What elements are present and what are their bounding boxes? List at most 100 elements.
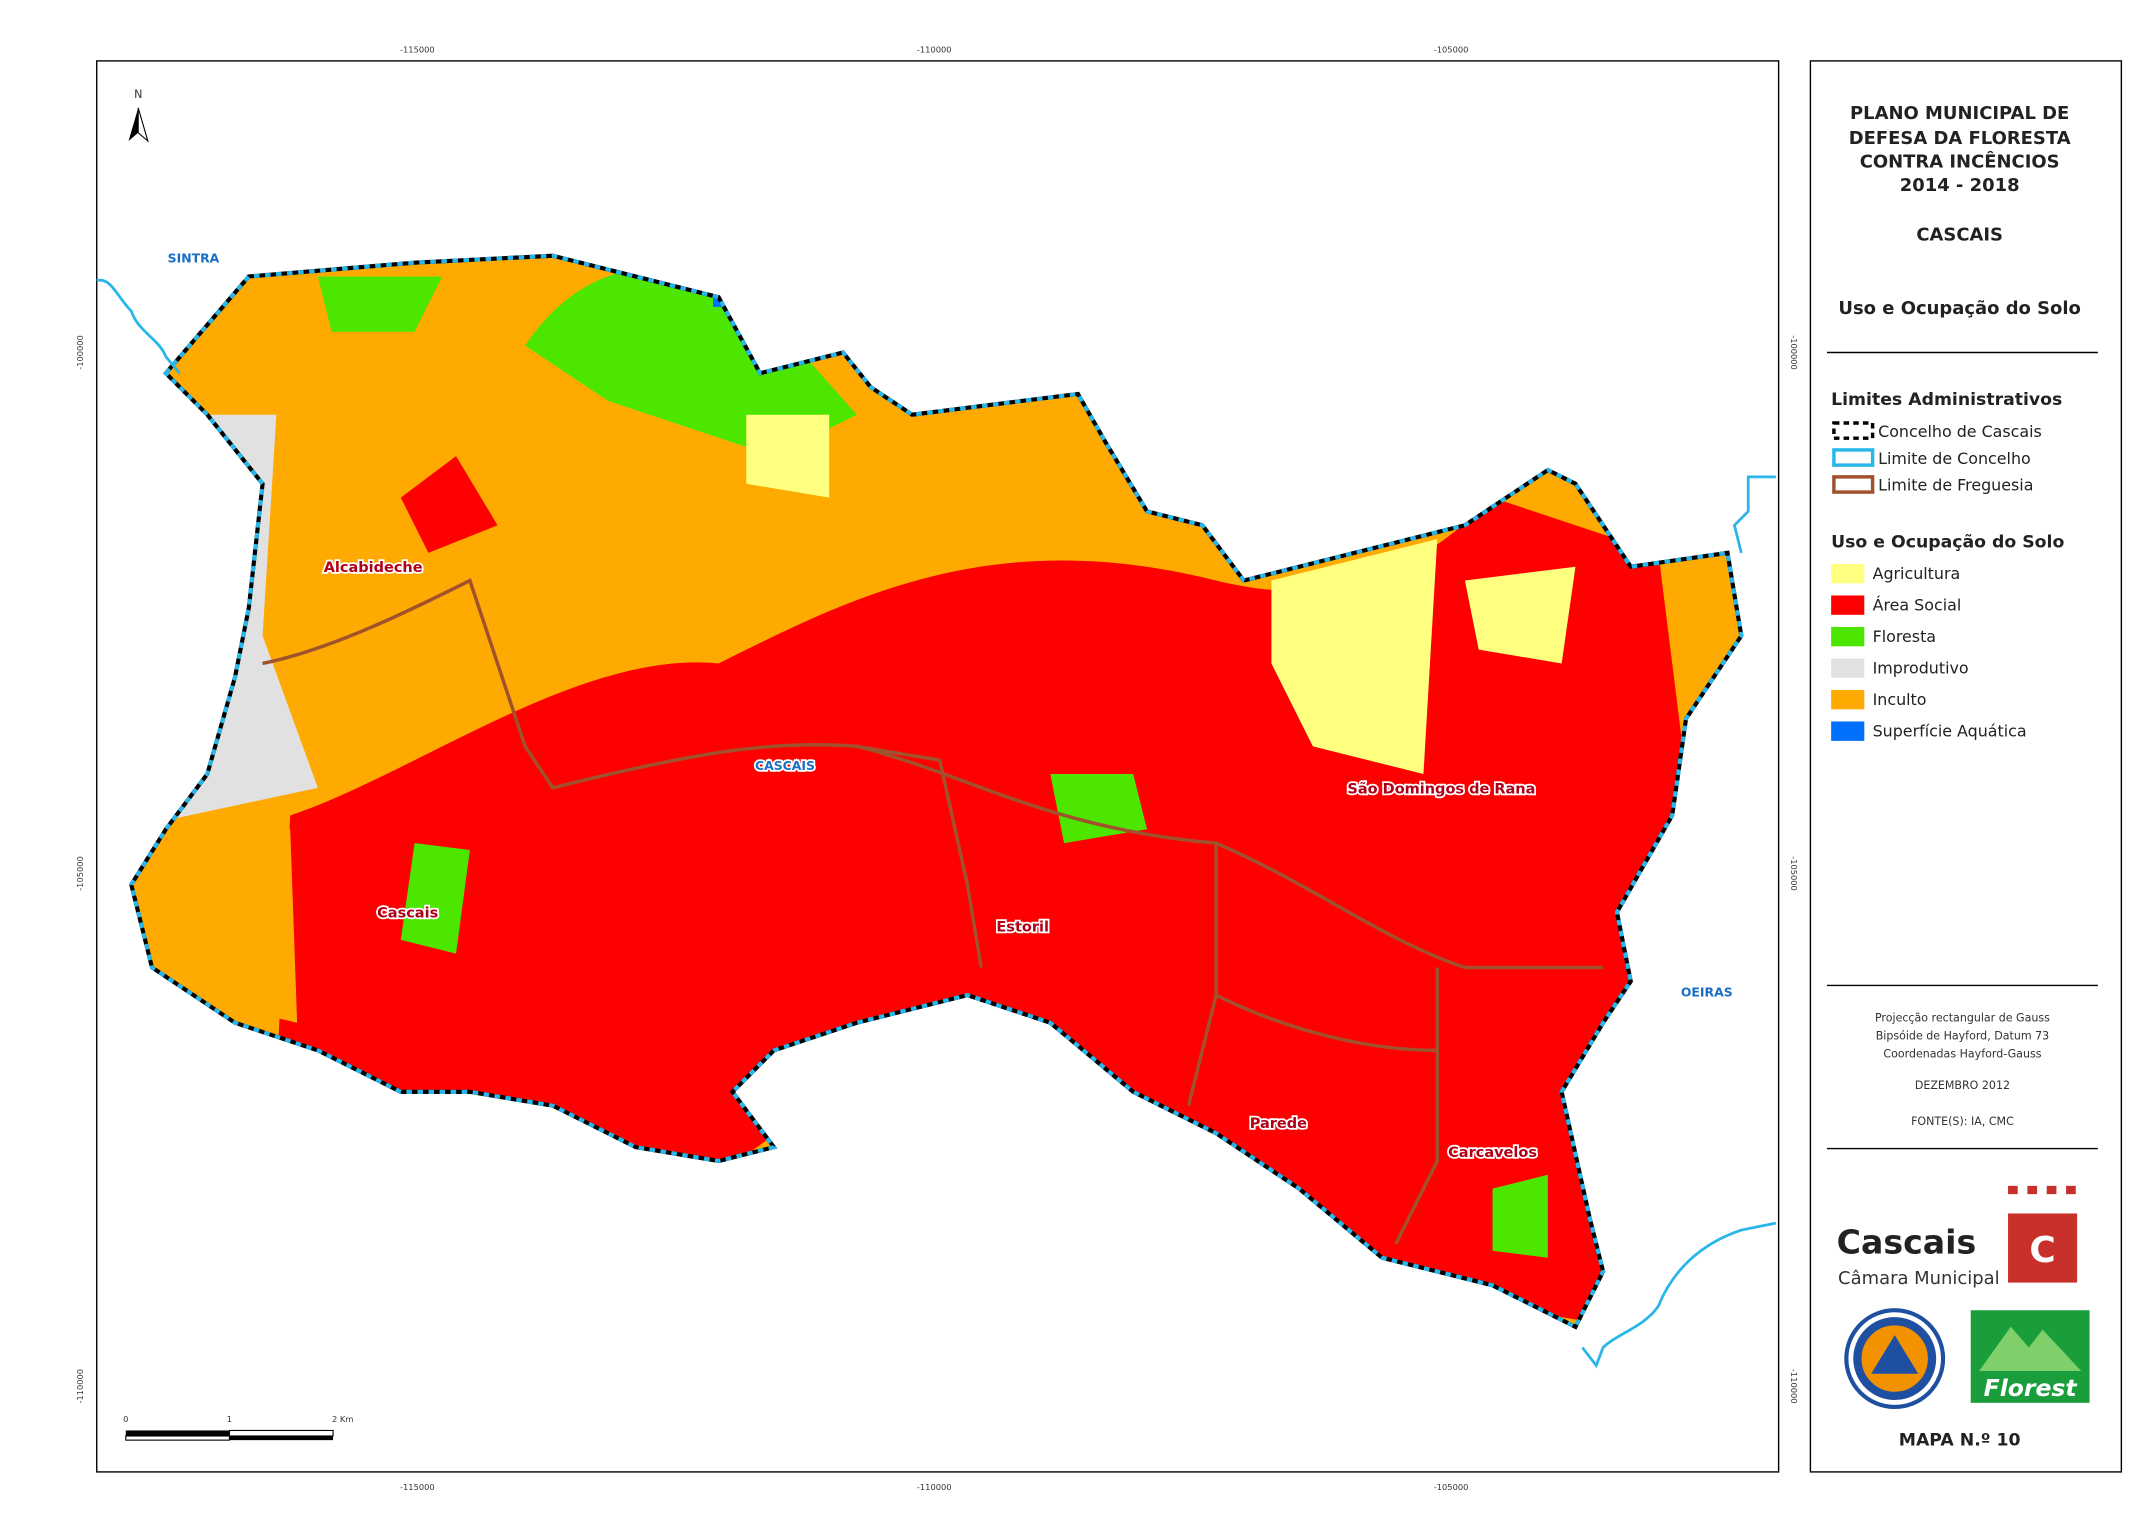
floresta-area [317, 276, 443, 332]
logo-c-box [2008, 1213, 2078, 1283]
sources: FONTE(S): IA, CMC [1911, 1115, 2014, 1128]
projection-line: Projecção rectangular de Gauss [1875, 1011, 2050, 1024]
legend-swatch [1831, 658, 1865, 678]
coord-label: -100000 [1789, 335, 1799, 370]
north-arrow-right [137, 107, 149, 143]
legend: Concelho de Cascais Limite de Concelho Lim… [1831, 421, 2042, 741]
floresta-area [400, 843, 470, 954]
coord-label: -110000 [917, 45, 952, 55]
legend-label: Superfície Aquática [1873, 722, 2027, 741]
logo-dot [2027, 1185, 2038, 1195]
freguesia-limits [262, 578, 1604, 1245]
title-line: DEFESA DA FLORESTA [1849, 128, 2071, 149]
scale-segment [125, 1435, 230, 1441]
legend-heading: Uso e Ocupação do Solo [1831, 532, 2064, 552]
place-label: Estoril [996, 920, 1049, 936]
legend-swatch [1832, 448, 1875, 467]
coord-label: -105000 [1434, 45, 1469, 55]
place-label: OEIRAS [1681, 985, 1733, 1000]
logo-florest: Florest [1984, 1374, 2078, 1402]
legend-heading: Limites Administrativos [1831, 390, 2062, 410]
legend-label: Floresta [1873, 627, 1936, 646]
place-label: Cascais [377, 906, 438, 922]
coord-label: -105000 [1789, 856, 1799, 891]
scale-bar: 0 1 2 Km [123, 1414, 353, 1441]
legend-swatch [1831, 689, 1865, 710]
scale-label: 1 [227, 1414, 232, 1424]
agricultura-area [1271, 539, 1438, 775]
logo-c-dots [2008, 1185, 2076, 1195]
date: DEZEMBRO 2012 [1915, 1079, 2010, 1092]
coord-label: -105000 [75, 856, 85, 891]
coord-label: -105000 [1434, 1482, 1469, 1492]
scale-segment [125, 1430, 230, 1436]
area-social [400, 456, 498, 553]
freguesia-limit [1215, 841, 1604, 970]
legend-label: Concelho de Cascais [1878, 422, 2042, 441]
freguesia-limit [262, 578, 983, 968]
scale-segment [228, 1429, 334, 1437]
logo-dot [2066, 1185, 2076, 1195]
coord-label: -115000 [400, 45, 435, 55]
legend-swatch [1832, 475, 1875, 494]
coord-label: -100000 [75, 335, 85, 370]
agricultura-area [1464, 566, 1576, 664]
projection-line: Bipsóide de Hayford, Datum 73 [1876, 1029, 2049, 1042]
legend-label: Limite de Freguesia [1878, 476, 2033, 495]
civil-protection-triangle [1871, 1335, 1919, 1374]
freguesia-limit [1394, 967, 1440, 1245]
floresta-area [1050, 774, 1148, 844]
logo-camara: Câmara Municipal [1838, 1268, 2000, 1289]
place-label: Carcavelos [1448, 1145, 1537, 1161]
subtitle: Uso e Ocupação do Solo [1838, 298, 2080, 319]
place-label: Parede [1250, 1116, 1307, 1132]
title-line: 2014 - 2018 [1900, 175, 2020, 196]
projection-line: Coordenadas Hayford-Gauss [1883, 1047, 2041, 1060]
concelho-limit [1732, 475, 1776, 554]
coord-label: -115000 [400, 1482, 435, 1492]
legend-label: Inculto [1873, 690, 1927, 709]
legend-swatch [1831, 595, 1865, 615]
title-line: CONTRA INCÊNCIOS [1860, 150, 2060, 172]
coord-label: -110000 [1789, 1369, 1799, 1404]
inculto-area [152, 829, 298, 1023]
north-arrow-left [128, 107, 139, 142]
freguesia-limit [856, 744, 1218, 1107]
map-number: MAPA N.º 10 [1899, 1431, 2021, 1451]
coord-label: -110000 [917, 1482, 952, 1492]
legend-label: Agricultura [1873, 564, 1961, 583]
place-label: Alcabideche [324, 560, 423, 576]
logo-dot [2046, 1185, 2057, 1195]
freguesia-limit [1215, 993, 1438, 1053]
floresta-area [525, 267, 857, 457]
legend-swatch [1831, 626, 1865, 647]
coord-label: -110000 [75, 1369, 85, 1404]
north-label: N [134, 88, 142, 101]
scale-label: 2 Km [332, 1414, 353, 1424]
legend-label: Limite de Concelho [1878, 449, 2031, 468]
legend-label: Improdutivo [1873, 659, 1969, 678]
logo-dot [2008, 1185, 2018, 1195]
legend-swatch [1832, 421, 1875, 440]
concelho-limit [1581, 1221, 1777, 1369]
municipality: CASCAIS [1916, 225, 2003, 246]
scale-label: 0 [123, 1414, 128, 1424]
place-label: CASCAIS [755, 758, 815, 773]
legend-swatch [1831, 721, 1865, 741]
concelho-limits [96, 278, 1777, 1369]
concelho-limit [96, 278, 181, 375]
legend-label: Área Social [1873, 596, 1962, 615]
place-label: São Domingos de Rana [1347, 781, 1535, 797]
agricultura-area [746, 414, 830, 498]
scale-segment [229, 1435, 334, 1441]
place-label: SINTRA [168, 251, 220, 266]
title-line: PLANO MUNICIPAL DE [1850, 103, 2069, 124]
logo-cascais: Cascais [1837, 1223, 1977, 1262]
floresta-area [1492, 1174, 1548, 1258]
florest-mountains [1979, 1326, 2082, 1372]
north-arrow: N [128, 88, 149, 143]
logo-c: C [2029, 1230, 2055, 1271]
legend-swatch [1831, 563, 1865, 584]
